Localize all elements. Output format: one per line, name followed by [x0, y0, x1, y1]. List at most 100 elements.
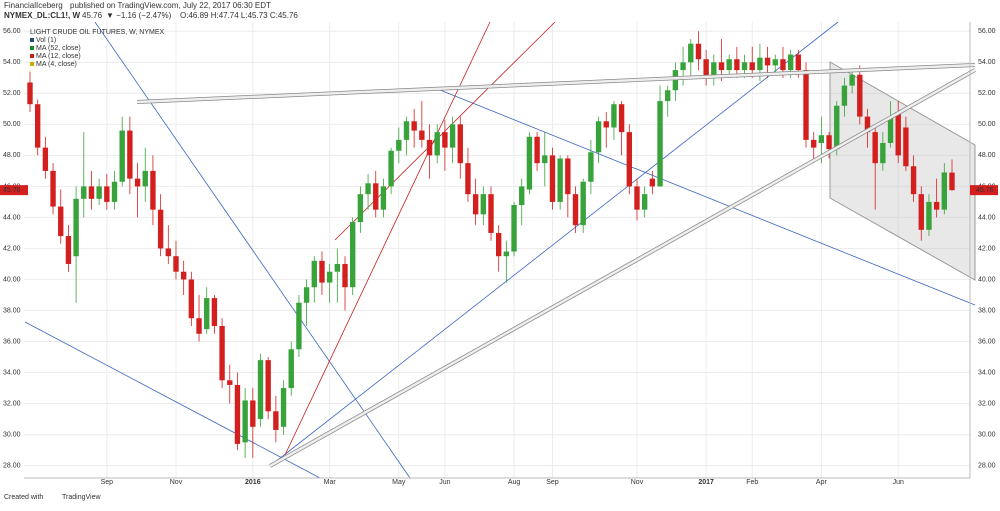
y-tick-label: 30.00	[978, 431, 996, 438]
y-tick-label: 32.00	[3, 400, 21, 407]
candle-body	[65, 236, 72, 264]
symbol: NYMEX_DL:CL1!, W	[4, 11, 80, 20]
legend-entry: Vol (1)	[36, 37, 56, 44]
candle-body	[926, 201, 932, 230]
candle-body	[434, 132, 440, 156]
candle-body	[680, 62, 686, 71]
candle-body	[519, 186, 525, 206]
y-tick-label: 32.00	[978, 400, 996, 407]
candle-body	[134, 178, 141, 187]
candle-body	[34, 104, 41, 148]
legend: Vol (1)MA (52, close)MA (12, close)MA (4…	[30, 37, 81, 68]
y-tick-label: 44.00	[3, 214, 21, 221]
candle-body	[611, 104, 617, 128]
candle-body	[342, 263, 348, 288]
candle-body	[726, 59, 732, 71]
legend-entry: MA (12, close)	[36, 53, 81, 60]
candle-body	[365, 183, 371, 195]
candle-body	[780, 59, 786, 71]
candle-body	[688, 43, 694, 63]
candle-body	[949, 172, 955, 191]
trend-line	[439, 89, 976, 306]
candle-body	[857, 74, 863, 117]
candle-body	[665, 90, 671, 102]
trend-line	[24, 321, 321, 479]
candle-body	[534, 136, 540, 164]
y-tick-label: 48.00	[3, 152, 21, 159]
candle-body	[734, 59, 740, 71]
candle-body	[173, 256, 179, 272]
y-tick-label: 28.00	[3, 462, 21, 469]
y-tick-label: 56.00	[3, 28, 21, 35]
candle-body	[895, 111, 901, 156]
y-tick-label: 40.00	[3, 276, 21, 283]
candle-body	[50, 170, 56, 207]
trend-line	[269, 68, 976, 468]
y-tick-label: 36.00	[978, 338, 996, 345]
candle-body	[319, 260, 325, 283]
y-tick-label: 48.00	[978, 152, 996, 159]
y-tick-label: 44.00	[978, 214, 996, 221]
candle-body	[188, 279, 195, 319]
trend-line	[94, 21, 411, 479]
x-tick-label: May	[392, 479, 406, 486]
candle-body	[419, 130, 425, 140]
candle-body	[749, 62, 755, 71]
author[interactable]: FinancialIceberg	[4, 1, 63, 10]
x-tick-label: 2017	[698, 479, 714, 486]
candle-body	[511, 205, 517, 252]
candle-body	[311, 260, 317, 288]
candles	[27, 31, 955, 458]
candle-body	[380, 186, 387, 210]
ohlc: O:46.89 H:47.74 L:45.73 C:45.76	[180, 11, 298, 20]
candle-body	[711, 62, 717, 78]
candle-body	[757, 57, 763, 71]
y-tick-label: 52.00	[978, 90, 996, 97]
candle-body	[465, 163, 471, 195]
trend-line	[269, 21, 839, 467]
candle-body	[411, 121, 417, 131]
candle-body	[27, 82, 33, 105]
candle-body	[73, 198, 79, 257]
legend-swatch	[30, 38, 34, 42]
price-badge-label: 45.76	[976, 187, 994, 194]
candle-body	[250, 400, 256, 427]
x-tick-label: Feb	[746, 479, 758, 486]
candle-body	[388, 150, 394, 187]
candle-body	[142, 170, 148, 187]
candle-body	[488, 194, 494, 233]
candle-body	[96, 186, 102, 199]
candle-body	[849, 74, 855, 86]
candle-body	[472, 194, 479, 215]
candle-body	[296, 302, 302, 350]
candle-body	[811, 139, 817, 148]
candle-body	[764, 57, 771, 66]
candle-body	[572, 194, 579, 226]
candle-body	[787, 54, 794, 71]
footer-brand[interactable]: TradingView	[62, 494, 101, 501]
candle-body	[872, 132, 878, 164]
y-tick-label: 38.00	[978, 307, 996, 314]
candle-body	[449, 124, 456, 148]
candle-body	[88, 186, 95, 199]
candle-body	[557, 158, 563, 202]
candle-body	[227, 380, 233, 385]
y-tick-label: 52.00	[3, 90, 21, 97]
candle-body	[457, 124, 463, 164]
published: published on TradingView.com, July 22, 2…	[70, 1, 271, 10]
candle-body	[818, 135, 825, 143]
candle-body	[234, 384, 241, 444]
x-tick-label: Jun	[893, 479, 904, 486]
candle-body	[657, 101, 663, 187]
x-tick-label: 2016	[245, 479, 261, 486]
candle-body	[165, 248, 171, 257]
candle-body	[918, 194, 924, 230]
candle-body	[887, 116, 894, 143]
y-tick-label: 50.00	[3, 121, 21, 128]
candle-body	[373, 183, 379, 210]
candle-body	[58, 206, 64, 237]
candle-body	[634, 186, 640, 210]
y-tick-label: 28.00	[978, 462, 996, 469]
candle-body	[242, 400, 248, 443]
